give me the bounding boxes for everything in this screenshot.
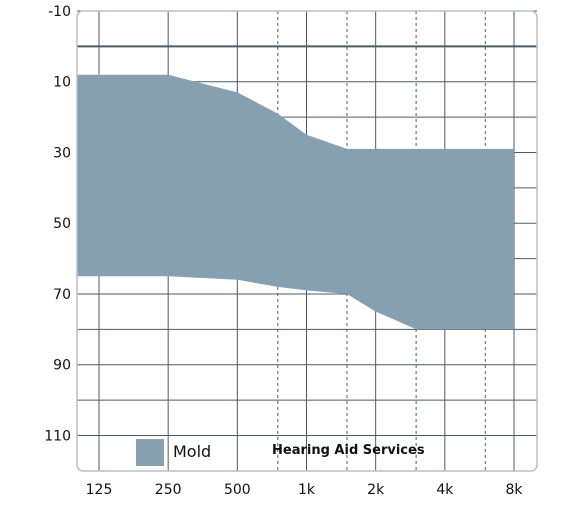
x-axis-ticks: 125 250 500 1k 2k 4k 8k [86,482,524,498]
x-tick-label: 125 [86,482,113,498]
x-tick-label: 250 [155,482,182,498]
x-tick-label: 2k [367,482,385,498]
x-tick-label: 4k [436,482,454,498]
x-tick-label: 8k [505,482,523,498]
plot-frame [76,10,538,472]
x-tick-label: 1k [298,482,316,498]
y-tick-label: 10 [53,75,71,91]
series-area [77,74,514,330]
plot-border [76,10,538,472]
legend-swatch [136,439,164,466]
series-area-mold [77,74,514,330]
legend-label: Mold [173,442,211,461]
y-tick-label: 70 [53,287,71,303]
y-tick-label: 30 [53,145,71,161]
y-tick-label: 110 [44,428,71,444]
y-tick-label: 90 [53,358,71,374]
brand-label: Hearing Aid Services [272,443,425,458]
y-tick-label: -10 [48,4,71,20]
y-tick-label: 50 [53,216,71,232]
x-tick-label: 500 [224,482,251,498]
legend: Mold [136,439,211,466]
y-axis-ticks: -10 10 30 50 70 90 110 [44,4,71,444]
